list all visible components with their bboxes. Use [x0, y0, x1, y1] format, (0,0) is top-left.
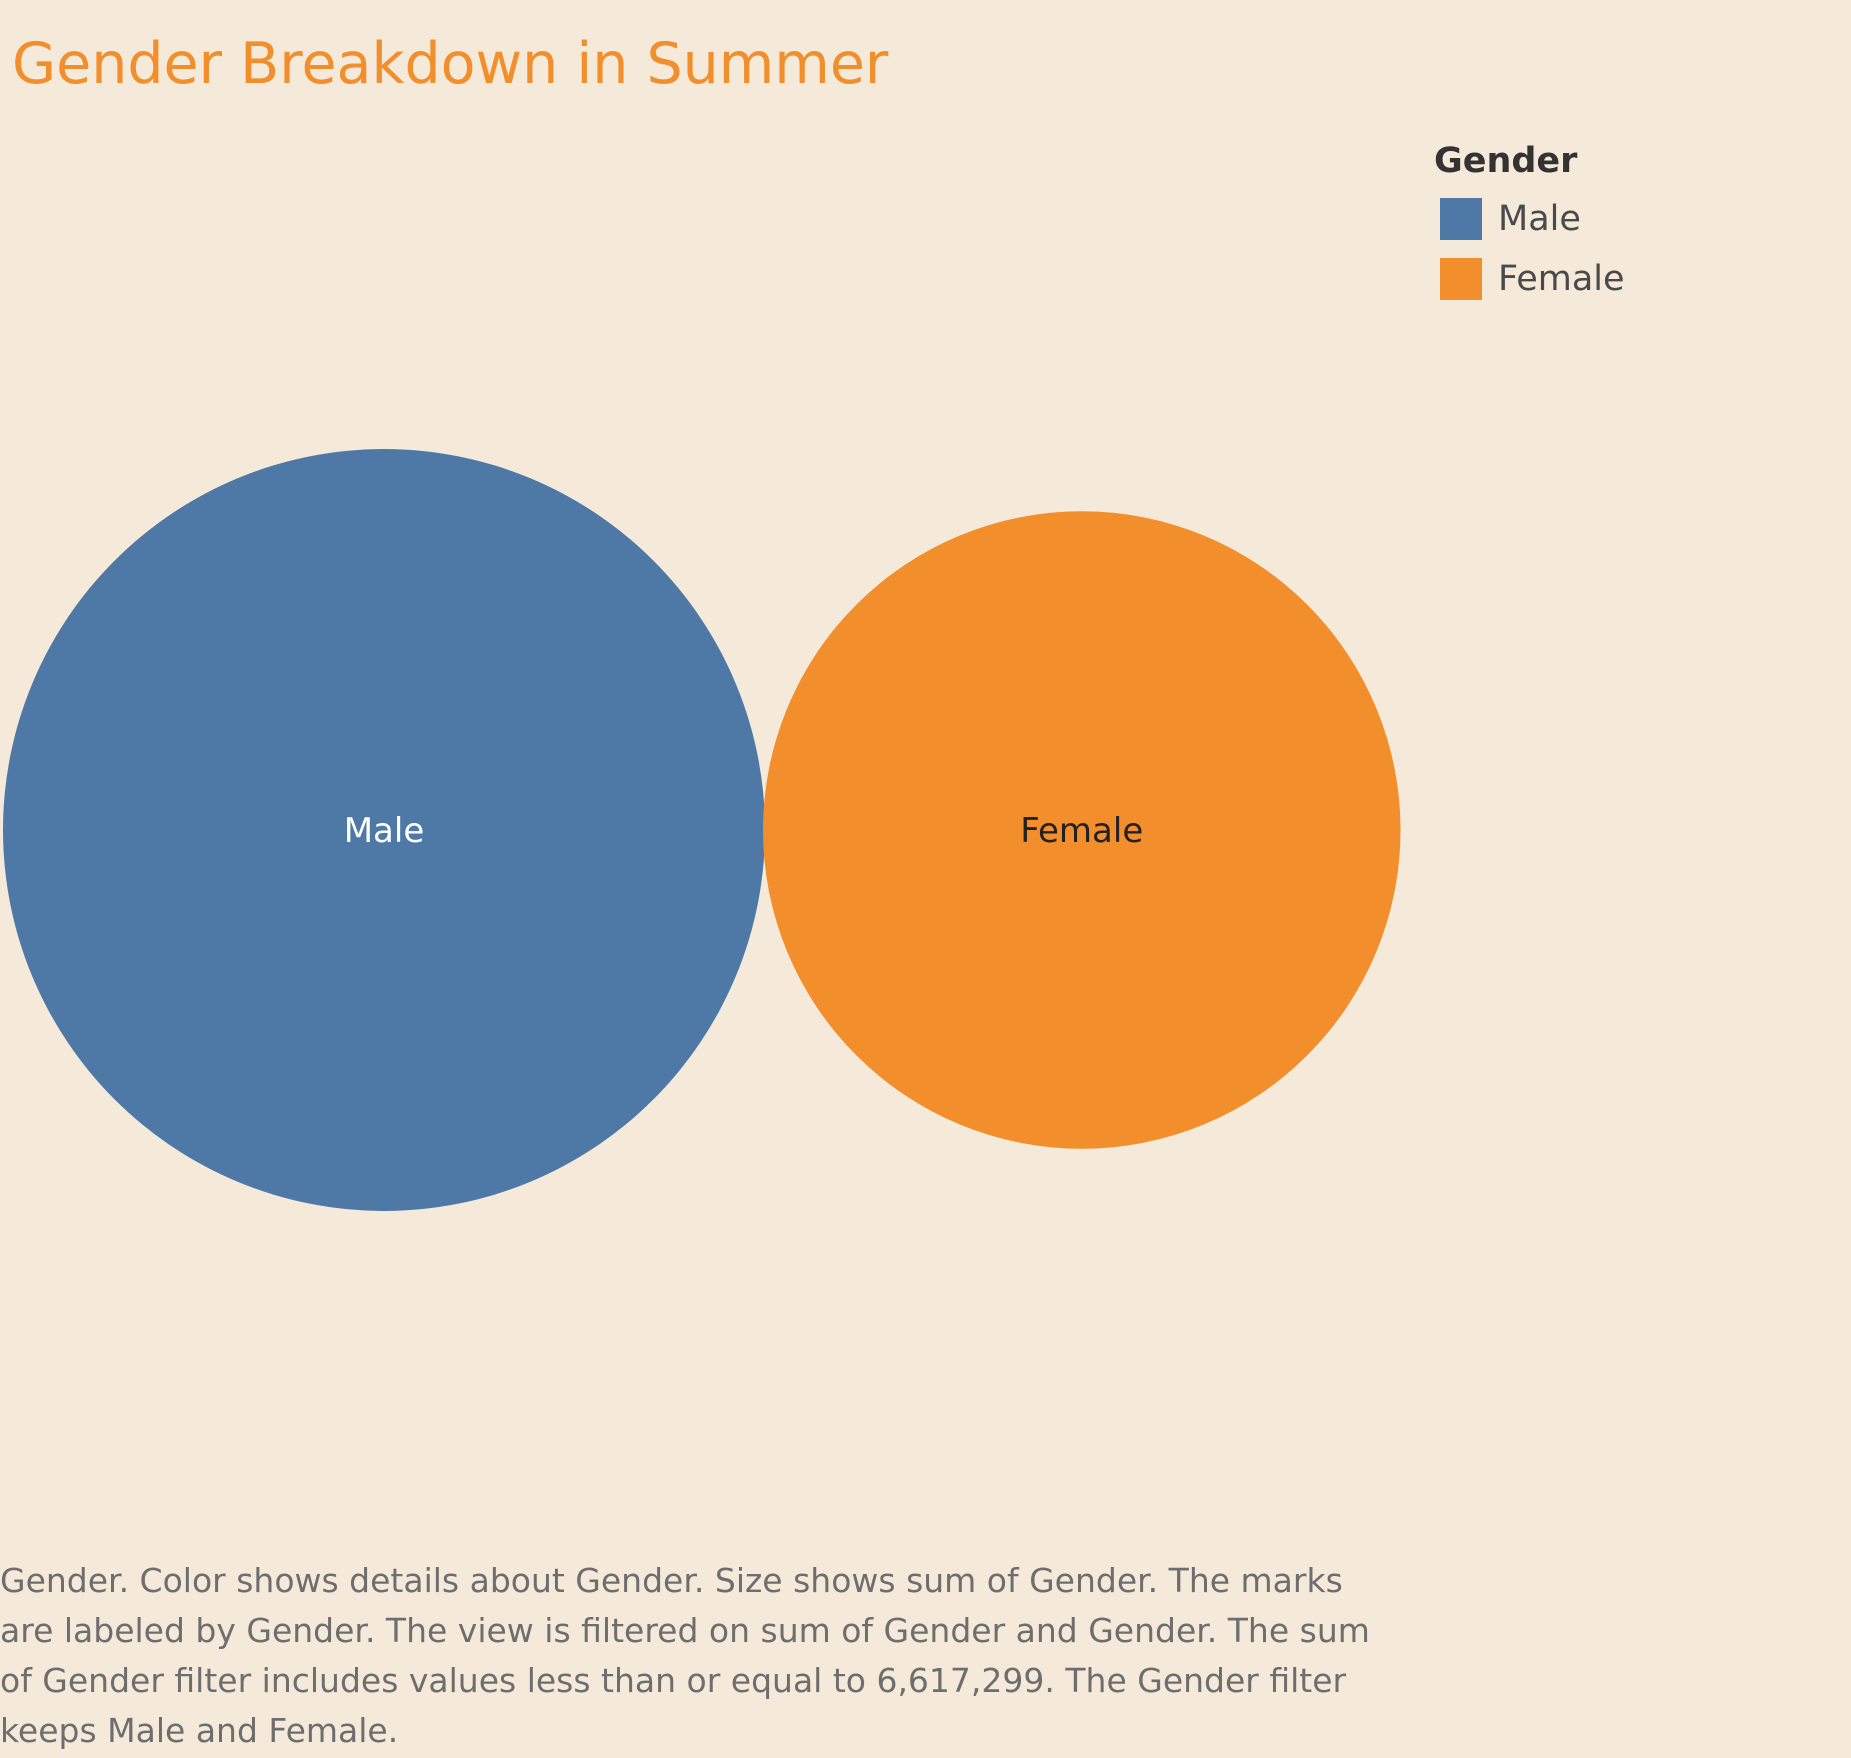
- chart-title: Gender Breakdown in Summer: [12, 31, 889, 97]
- bubble-female[interactable]: [763, 511, 1401, 1149]
- legend-item-female[interactable]: Female: [1440, 249, 1754, 309]
- chart-caption: Gender. Color shows details about Gender…: [0, 1561, 1370, 1750]
- bubble-male[interactable]: [3, 449, 765, 1211]
- legend-label-male: Male: [1498, 199, 1581, 239]
- legend-label-female: Female: [1498, 259, 1625, 299]
- legend-item-male[interactable]: Male: [1440, 189, 1754, 249]
- legend: Gender Male Female: [1434, 137, 1754, 309]
- bubble-chart: Male Female: [3, 449, 1401, 1211]
- legend-swatch-male: [1440, 198, 1482, 240]
- bubble-label-female: Female: [1020, 811, 1143, 851]
- legend-swatch-female: [1440, 258, 1482, 300]
- legend-title: Gender: [1434, 141, 1578, 181]
- bubble-label-male: Male: [344, 811, 425, 851]
